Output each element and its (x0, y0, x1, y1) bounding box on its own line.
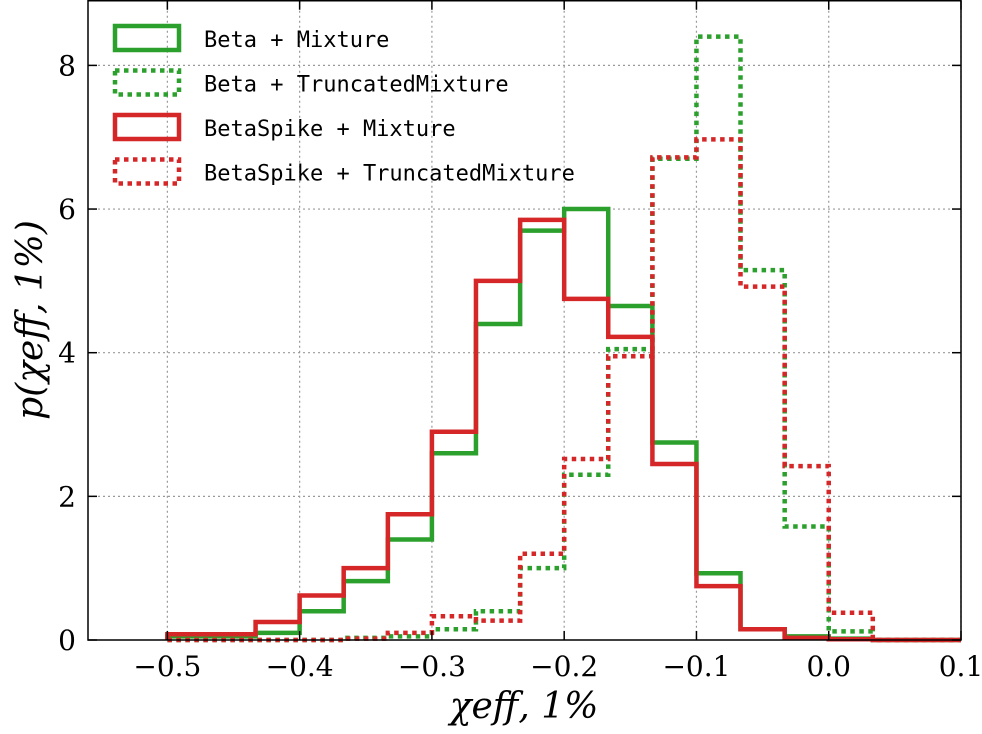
x-tick-label: −0.5 (133, 650, 201, 683)
legend-swatch (112, 157, 182, 186)
y-tick-label: 8 (58, 49, 76, 82)
y-tick-label: 4 (58, 337, 76, 370)
histogram-series (165, 34, 961, 643)
x-axis-label: χeff, 1% (447, 686, 599, 727)
x-tick-label: −0.1 (662, 650, 730, 683)
legend-swatch (112, 23, 182, 53)
legend-swatch (112, 112, 182, 142)
x-tick-label: −0.4 (266, 650, 334, 683)
legend-label: BetaSpike + TruncatedMixture (204, 162, 575, 187)
legend: Beta + Mixture Beta + TruncatedMixture Bet… (112, 23, 575, 187)
legend-label: Beta + Mixture (204, 28, 389, 53)
x-tick-label: −0.3 (398, 650, 466, 683)
series-betaspike-mixture (165, 217, 961, 643)
x-tick-label: 0.0 (806, 650, 851, 683)
legend-label: BetaSpike + Mixture (204, 117, 456, 142)
x-tick-label: 0.1 (939, 650, 982, 683)
plot-frame (87, 0, 962, 641)
legend-label: Beta + TruncatedMixture (204, 73, 509, 98)
y-axis-label: p(χeff, 1%) (10, 220, 51, 420)
y-tick-label: 2 (58, 480, 76, 513)
y-tick-label: 6 (58, 193, 76, 226)
series-beta-truncatedmixture (167, 34, 961, 643)
y-tick-label: 0 (58, 624, 76, 657)
x-tick-label: −0.2 (530, 650, 598, 683)
legend-swatch (112, 68, 182, 97)
axis-ticks: −0.5 −0.4 −0.3 −0.2 −0.1 0.0 0.1 0 2 4 6 8 (58, 0, 982, 683)
